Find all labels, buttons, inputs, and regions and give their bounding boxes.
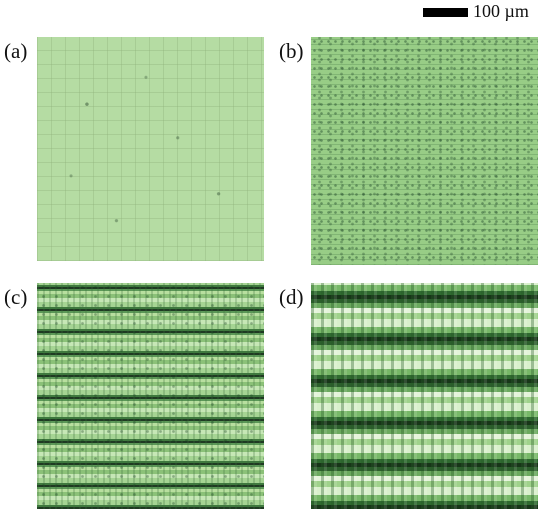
scale-bar-label: 100 µm	[473, 1, 529, 21]
panel-label-c: (c)	[4, 285, 28, 309]
micrograph-c	[37, 283, 264, 509]
scale-bar	[423, 8, 468, 17]
panel-label-a: (a)	[4, 39, 28, 63]
micrograph-b	[311, 37, 538, 265]
panel-label-d: (d)	[279, 285, 304, 309]
micrograph-a	[37, 37, 264, 261]
micrograph-d	[311, 283, 538, 509]
panel-label-b: (b)	[279, 39, 304, 63]
